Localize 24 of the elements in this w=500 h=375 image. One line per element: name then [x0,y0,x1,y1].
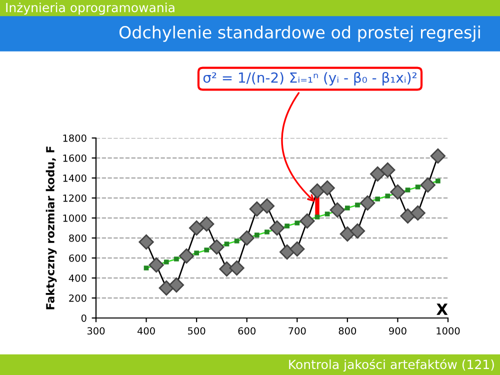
y-tick-label: 400 [68,274,86,282]
text: Inżynieria oprogramowania [6,2,174,15]
y-tick-label: 0 [81,314,86,322]
x-tick-label: 1000 [436,327,460,335]
x-tick-label: 400 [137,327,155,335]
x-tick-label: 700 [288,327,306,335]
x-tick-label: 800 [338,327,356,335]
annotation: σ² = 1/(n-2) Σᵢ₌₁ⁿ (yᵢ - β₀ - β₁xᵢ)² [203,72,416,86]
y-tick-label: 200 [69,294,86,302]
x-tick-label: 300 [87,327,105,335]
x-axis-title: X [436,304,448,315]
text: Kontrola jakości artefaktów (121) [289,358,494,372]
y-tick-label: 1400 [63,174,86,182]
x-tick-label: 900 [389,327,406,335]
chart-title: Odchylenie standardowe od prostej regresji [119,26,480,42]
y-tick-label: 600 [69,254,86,262]
y-tick-label: 1200 [63,194,86,202]
y-tick-label: 1800 [63,134,86,142]
x-tick-label: 600 [238,327,256,335]
y-tick-label: 1000 [63,214,86,222]
x-tick-label: 500 [188,327,206,335]
y-tick-label: 800 [69,234,86,242]
y-tick-label: 1600 [63,154,86,162]
y-axis-title: Faktyczny rozmiar kodu, F [46,146,57,310]
